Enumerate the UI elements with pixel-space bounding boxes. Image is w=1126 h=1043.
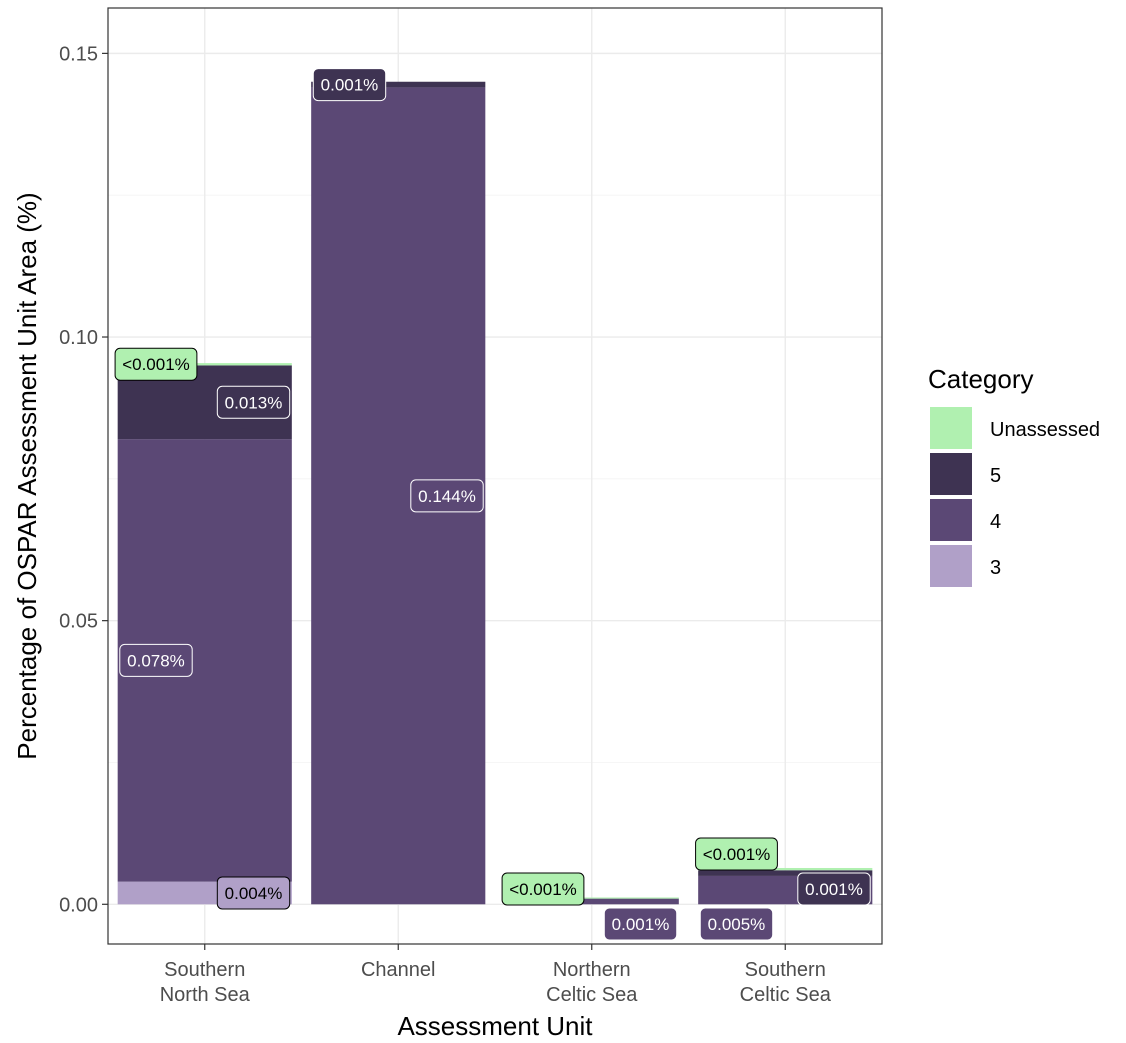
x-tick-label-line: Celtic Sea bbox=[740, 984, 832, 1006]
data-label-box bbox=[216, 876, 291, 910]
x-tick-label: Southern North Sea bbox=[160, 959, 251, 1006]
x-tick-label-line: North Sea bbox=[160, 984, 251, 1006]
data-label-box bbox=[312, 68, 387, 102]
data-label-box bbox=[216, 385, 291, 419]
data-label: 0.078% bbox=[119, 643, 193, 677]
x-axis: Southern North Sea Channel Northern Celtic S… bbox=[160, 944, 832, 1006]
data-label-box bbox=[695, 837, 778, 871]
bar-segment bbox=[698, 870, 873, 876]
bars bbox=[117, 81, 873, 905]
x-tick-label-line: Celtic Sea bbox=[546, 984, 638, 1006]
data-labels: <0.001% 0.013% 0.078% 0.004% 0.001% 0.144% <0.… bbox=[114, 68, 871, 941]
y-tick-label: 0.15 bbox=[59, 43, 98, 65]
x-tick-label: Channel bbox=[361, 959, 436, 981]
data-label-box bbox=[119, 643, 193, 677]
data-label: 0.144% bbox=[410, 479, 484, 513]
data-label-box bbox=[699, 907, 774, 941]
data-label-text: 0.005% bbox=[708, 915, 766, 934]
data-label-text: <0.001% bbox=[122, 355, 190, 374]
y-axis: 0.00 0.05 0.10 0.15 bbox=[59, 43, 108, 916]
x-tick-label-line: Southern bbox=[164, 959, 245, 981]
y-tick-label: 0.10 bbox=[59, 327, 98, 349]
data-label: 0.001% bbox=[797, 872, 871, 906]
y-tick-label: 0.00 bbox=[59, 894, 98, 916]
x-tick-label-line: Channel bbox=[361, 959, 436, 981]
legend-label: 3 bbox=[990, 557, 1001, 579]
data-label-box bbox=[501, 872, 585, 906]
data-label-text: 0.004% bbox=[225, 884, 283, 903]
data-label: <0.001% bbox=[695, 837, 778, 871]
legend-key bbox=[930, 545, 972, 587]
data-label-text: 0.144% bbox=[418, 487, 476, 506]
data-label-box bbox=[603, 907, 678, 941]
data-label: 0.005% bbox=[699, 907, 774, 941]
bar-segment bbox=[117, 363, 292, 366]
legend-key bbox=[930, 499, 972, 541]
x-tick-label: Northern Celtic Sea bbox=[546, 959, 638, 1006]
legend-key bbox=[930, 407, 972, 449]
bar-segment bbox=[698, 867, 873, 871]
data-label-box bbox=[114, 347, 198, 381]
data-label-text: <0.001% bbox=[509, 880, 577, 899]
legend-label: 5 bbox=[990, 465, 1001, 487]
data-label-text: 0.001% bbox=[321, 76, 379, 95]
data-label: 0.001% bbox=[603, 907, 678, 941]
data-label: 0.001% bbox=[312, 68, 387, 102]
y-tick-label: 0.05 bbox=[59, 611, 98, 633]
bar-segment bbox=[504, 898, 679, 905]
data-label: <0.001% bbox=[114, 347, 198, 381]
panel-border bbox=[107, 7, 883, 945]
data-label-text: <0.001% bbox=[703, 845, 771, 864]
legend-label: Unassessed bbox=[990, 419, 1100, 441]
bar-segment bbox=[311, 81, 486, 88]
legend: Category Unassessed 5 4 3 bbox=[928, 364, 1100, 587]
data-label: <0.001% bbox=[501, 872, 585, 906]
y-axis-title: Percentage of OSPAR Assessment Unit Area… bbox=[12, 192, 42, 759]
legend-title: Category bbox=[928, 364, 1034, 394]
x-tick-label-line: Southern bbox=[745, 959, 826, 981]
data-label-text: 0.001% bbox=[612, 915, 670, 934]
data-label-text: 0.013% bbox=[225, 393, 283, 412]
x-axis-title: Assessment Unit bbox=[397, 1011, 593, 1041]
data-label-box bbox=[797, 872, 871, 906]
legend-label: 4 bbox=[990, 511, 1001, 533]
legend-key bbox=[930, 453, 972, 495]
data-label-box bbox=[410, 479, 484, 513]
data-label: 0.013% bbox=[216, 385, 291, 419]
x-tick-label-line: Northern bbox=[553, 959, 631, 981]
bar-segment bbox=[504, 897, 679, 899]
data-label: 0.004% bbox=[216, 876, 291, 910]
x-tick-label: Southern Celtic Sea bbox=[740, 959, 832, 1006]
data-label-text: 0.078% bbox=[127, 651, 185, 670]
data-label-text: 0.001% bbox=[805, 880, 863, 899]
